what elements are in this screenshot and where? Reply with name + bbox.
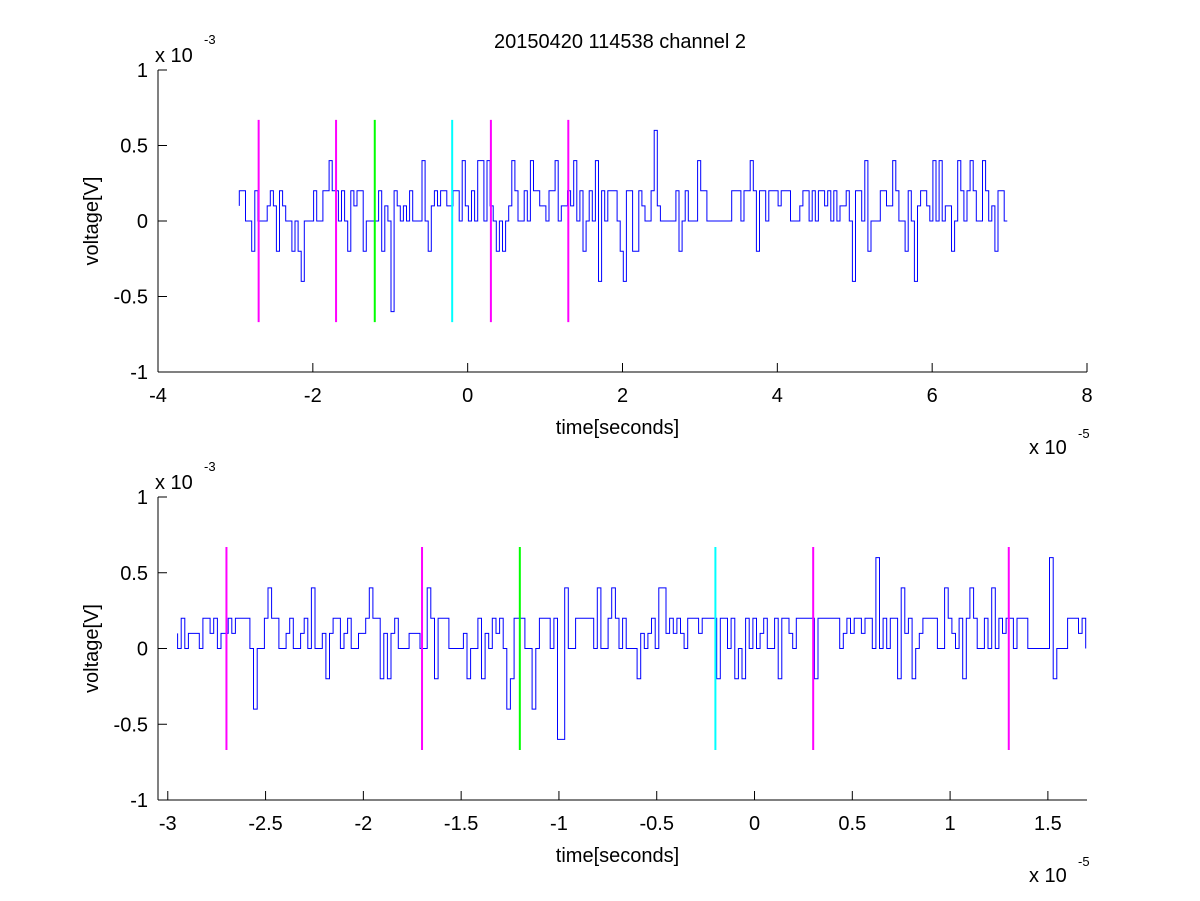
x-tick-label: 0: [749, 813, 760, 835]
x-tick-label: 8: [1081, 385, 1092, 407]
x-tick-label: -1.5: [444, 813, 478, 835]
y-exponent-label: x 10: [155, 45, 193, 67]
bottom-voltage-plot: -3 -2.5 -2 -1.5 -1 -0.5 0 0.5 1 1.5 1 0.5 0 -0.5 -1 tim…: [81, 459, 1090, 887]
y-exponent-label: x 10: [155, 472, 193, 494]
y-tick-label: 0.5: [120, 136, 148, 158]
y-tick-label: 0: [137, 639, 148, 661]
x-tick-label: -2: [304, 385, 322, 407]
x-tick-label: 0.5: [838, 813, 866, 835]
x-tick-label: -2: [354, 813, 372, 835]
figure-title: 20150420 114538 channel 2: [494, 31, 746, 53]
y-tick-label: 0: [137, 211, 148, 233]
x-exponent-power: -5: [1078, 854, 1090, 869]
x-tick-label: -2.5: [248, 813, 282, 835]
voltage-trace: [238, 129, 1008, 313]
x-tick-label: -3: [159, 813, 177, 835]
x-tick-label: 1.5: [1034, 813, 1062, 835]
y-tick-label: -0.5: [114, 714, 148, 736]
y-tick-label: 0.5: [120, 563, 148, 585]
x-tick-label: -1: [550, 813, 568, 835]
x-tick-label: 2: [617, 385, 628, 407]
y-tick-label: 1: [137, 487, 148, 509]
x-axis-label: time[seconds]: [556, 417, 679, 439]
x-tick-label: 4: [772, 385, 783, 407]
x-exponent-label: x 10: [1029, 865, 1067, 887]
y-tick-label: -1: [130, 362, 148, 384]
y-tick-label: 1: [137, 60, 148, 82]
y-axis-label: voltage[V]: [81, 604, 103, 693]
x-tick-label: -4: [149, 385, 167, 407]
voltage-trace: [177, 557, 1087, 740]
x-tick-label: -0.5: [639, 813, 673, 835]
x-exponent-power: -5: [1078, 426, 1090, 441]
y-axis-label: voltage[V]: [81, 177, 103, 266]
x-tick-label: 6: [927, 385, 938, 407]
top-voltage-plot: -4 -2 0 2 4 6 8 1 0.5 0 -0.5 -1 time[seconds] voltage…: [81, 32, 1093, 459]
y-tick-label: -1: [130, 790, 148, 812]
y-exponent-power: -3: [204, 459, 216, 474]
y-exponent-power: -3: [204, 32, 216, 47]
x-exponent-label: x 10: [1029, 437, 1067, 459]
x-tick-label: 0: [462, 385, 473, 407]
x-tick-label: 1: [945, 813, 956, 835]
x-axis-label: time[seconds]: [556, 845, 679, 867]
y-tick-label: -0.5: [114, 287, 148, 309]
